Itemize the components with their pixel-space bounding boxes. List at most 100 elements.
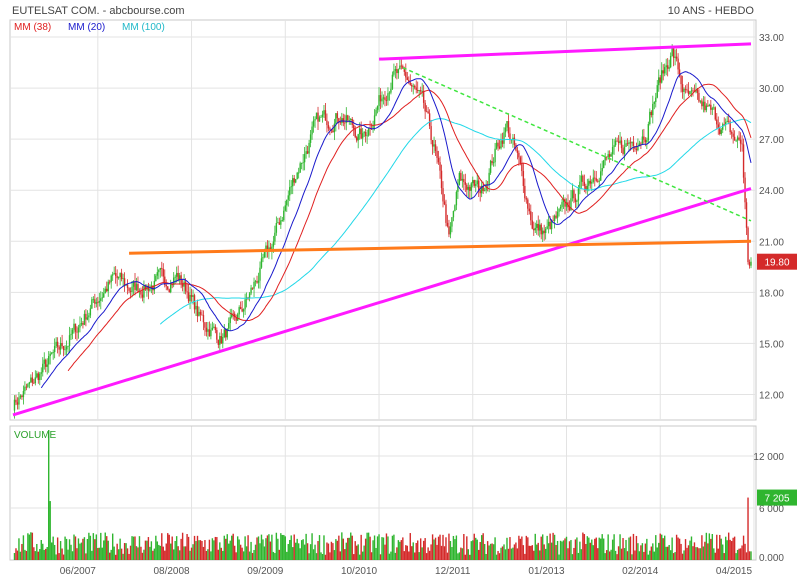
- volume-bar: [662, 538, 664, 560]
- volume-bar: [549, 533, 551, 560]
- volume-bar: [399, 541, 401, 560]
- candle-body: [573, 190, 575, 199]
- candle-body: [464, 182, 467, 185]
- candle-body: [174, 276, 176, 278]
- candle-body: [354, 128, 356, 138]
- volume-bar: [219, 542, 221, 560]
- volume-bar: [68, 539, 71, 560]
- candle-body: [358, 128, 361, 135]
- candle-body: [106, 288, 108, 292]
- candle-body: [34, 377, 37, 384]
- volume-bar: [280, 533, 282, 560]
- volume-bar: [559, 540, 562, 560]
- volume-bar: [308, 553, 310, 560]
- volume-bar: [286, 551, 288, 560]
- candle-body: [367, 127, 370, 136]
- candle-body: [141, 294, 144, 298]
- volume-bar: [605, 550, 608, 560]
- volume-bar: [695, 547, 697, 560]
- volume-bar: [586, 536, 589, 560]
- candle-body: [397, 69, 400, 74]
- candle-body: [140, 291, 142, 295]
- volume-bar: [144, 540, 147, 560]
- volume-bar: [339, 551, 342, 560]
- volume-bar: [585, 543, 587, 560]
- volume-bar: [638, 551, 641, 560]
- candle-body: [393, 70, 395, 75]
- candle-body: [469, 186, 471, 191]
- candle-body: [190, 294, 193, 297]
- volume-bar: [239, 544, 242, 560]
- volume-bar: [530, 545, 532, 560]
- candle-body: [745, 202, 748, 228]
- candle-body: [553, 215, 556, 221]
- candle-body: [126, 284, 129, 289]
- candle-body: [604, 156, 606, 161]
- candle-body: [36, 373, 38, 378]
- candle-body: [705, 105, 708, 111]
- candle-body: [189, 294, 191, 302]
- volume-bar: [222, 550, 224, 560]
- volume-bar: [317, 541, 319, 560]
- volume-bar: [155, 535, 157, 560]
- x-grid: [97, 20, 755, 560]
- volume-bar: [558, 554, 560, 560]
- candle-body: [402, 66, 404, 69]
- candle-body: [658, 77, 660, 86]
- candle-body: [86, 317, 89, 320]
- moving-average-line: [67, 83, 752, 372]
- candle-body: [373, 115, 376, 126]
- candle-body: [239, 307, 242, 309]
- candle-body: [80, 322, 83, 325]
- volume-bar: [22, 535, 25, 560]
- volume-bar: [531, 545, 533, 560]
- volume-bar: [495, 554, 498, 560]
- volume-bar: [461, 548, 464, 560]
- volume-bar: [482, 533, 484, 560]
- volume-grid: [10, 455, 756, 509]
- volume-bar: [21, 543, 23, 560]
- candle-body: [107, 281, 109, 292]
- volume-bar: [216, 537, 218, 560]
- candle-body: [320, 116, 322, 118]
- volume-bar: [33, 547, 35, 560]
- candle-body: [277, 222, 279, 224]
- volume-bar: [46, 547, 48, 560]
- candle-body: [638, 143, 641, 147]
- volume-bar: [357, 544, 359, 560]
- candle-body: [617, 141, 620, 143]
- volume-bar: [476, 539, 478, 560]
- candle-body: [562, 199, 565, 203]
- volume-bar: [164, 550, 166, 560]
- candle-body: [308, 142, 310, 154]
- candle-body: [278, 222, 281, 225]
- candle-body: [24, 386, 26, 391]
- candle-body: [552, 220, 554, 222]
- volume-bar: [141, 552, 144, 560]
- volume-bar: [470, 541, 472, 560]
- candle-body: [417, 89, 419, 91]
- candle-body: [533, 228, 535, 231]
- candle-body: [168, 289, 170, 293]
- volume-bar: [360, 534, 362, 560]
- candle-body: [672, 47, 675, 58]
- candle-body: [614, 140, 617, 146]
- volume-bar: [414, 552, 416, 560]
- volume-bar: [467, 549, 469, 560]
- volume-bar: [123, 543, 126, 560]
- volume-bar: [333, 550, 336, 560]
- price-tick-label: 30.00: [759, 84, 784, 95]
- candle-body: [19, 395, 22, 398]
- candle-body: [716, 119, 718, 125]
- volume-bar: [730, 541, 733, 560]
- candle-body: [228, 323, 230, 329]
- candle-body: [111, 274, 114, 276]
- candle-body: [512, 137, 514, 140]
- candle-body: [156, 272, 159, 276]
- candle-body: [327, 125, 330, 129]
- volume-bar: [56, 537, 59, 560]
- candle-body: [659, 77, 661, 83]
- volume-bar: [104, 532, 106, 560]
- volume-bar: [400, 540, 403, 560]
- volume-bar: [439, 534, 441, 560]
